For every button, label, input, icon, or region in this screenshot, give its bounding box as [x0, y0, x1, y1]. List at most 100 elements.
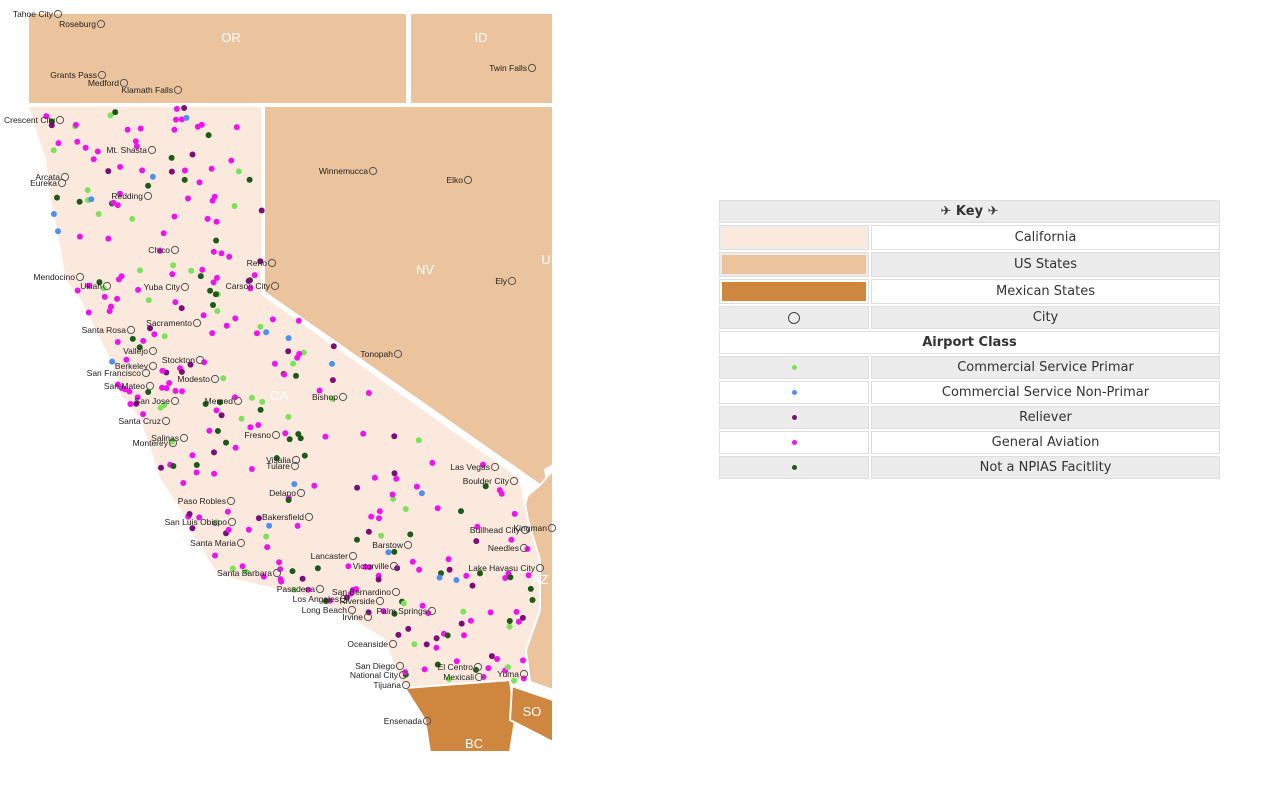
- airport-dot-reliever[interactable]: [178, 305, 185, 312]
- airport-dot-commercial-primary[interactable]: [411, 641, 418, 648]
- airport-dot-not-npias[interactable]: [354, 536, 360, 543]
- city-marker[interactable]: [393, 349, 403, 359]
- airport-dot-general-aviation[interactable]: [345, 563, 352, 570]
- airport-dot-commercial-non-primary[interactable]: [55, 228, 61, 235]
- airport-dot-commercial-primary[interactable]: [504, 664, 511, 671]
- city-marker[interactable]: [119, 78, 129, 88]
- airport-dot-general-aviation[interactable]: [305, 586, 312, 593]
- city-marker[interactable]: [473, 662, 483, 672]
- airport-dot-commercial-non-primary[interactable]: [385, 549, 392, 556]
- airport-dot-not-npias[interactable]: [407, 531, 414, 538]
- airport-dot-general-aviation[interactable]: [371, 474, 378, 481]
- city-marker[interactable]: [143, 191, 153, 201]
- airport-dot-commercial-primary[interactable]: [248, 394, 255, 401]
- airport-dot-general-aviation[interactable]: [101, 293, 108, 300]
- airport-dot-general-aviation[interactable]: [160, 230, 167, 237]
- airport-dot-general-aviation[interactable]: [467, 617, 474, 624]
- city-marker[interactable]: [57, 178, 67, 188]
- airport-dot-reliever[interactable]: [433, 635, 440, 642]
- airport-dot-general-aviation[interactable]: [133, 143, 140, 150]
- airport-dot-not-npias[interactable]: [205, 132, 212, 139]
- city-marker[interactable]: [267, 258, 277, 268]
- city-marker[interactable]: [236, 538, 246, 548]
- airport-dot-general-aviation[interactable]: [254, 330, 260, 337]
- airport-dot-general-aviation[interactable]: [485, 665, 492, 672]
- airport-dot-general-aviation[interactable]: [178, 116, 185, 123]
- airport-dot-general-aviation[interactable]: [494, 656, 501, 662]
- airport-dot-general-aviation[interactable]: [515, 618, 522, 625]
- airport-dot-commercial-non-primary[interactable]: [263, 329, 270, 336]
- airport-dot-general-aviation[interactable]: [196, 179, 203, 186]
- airport-dot-general-aviation[interactable]: [223, 322, 230, 329]
- airport-dot-general-aviation[interactable]: [137, 125, 144, 132]
- airport-dot-commercial-non-primary[interactable]: [50, 211, 57, 217]
- airport-dot-general-aviation[interactable]: [123, 356, 130, 363]
- airport-dot-reliever[interactable]: [354, 484, 361, 491]
- airport-dot-reliever[interactable]: [257, 258, 264, 265]
- airport-dot-commercial-non-primary[interactable]: [88, 196, 95, 203]
- airport-dot-general-aviation[interactable]: [124, 126, 131, 133]
- airport-dot-commercial-primary[interactable]: [136, 267, 143, 274]
- city-marker[interactable]: [233, 396, 243, 406]
- city-marker[interactable]: [315, 584, 325, 594]
- airport-dot-general-aviation[interactable]: [173, 116, 179, 123]
- airport-dot-reliever[interactable]: [186, 511, 193, 517]
- airport-dot-not-npias[interactable]: [214, 428, 221, 434]
- airport-dot-general-aviation[interactable]: [194, 123, 201, 130]
- airport-dot-not-npias[interactable]: [506, 618, 513, 624]
- airport-dot-commercial-non-primary[interactable]: [436, 574, 443, 581]
- city-marker[interactable]: [403, 540, 413, 550]
- airport-dot-commercial-primary[interactable]: [290, 360, 297, 367]
- airport-dot-general-aviation[interactable]: [434, 505, 441, 512]
- airport-dot-commercial-non-primary[interactable]: [285, 335, 292, 342]
- airport-dot-reliever[interactable]: [147, 325, 153, 332]
- airport-dot-commercial-non-primary[interactable]: [149, 173, 156, 180]
- airport-dot-reliever[interactable]: [178, 368, 185, 375]
- airport-dot-general-aviation[interactable]: [366, 564, 373, 571]
- airport-dot-general-aviation[interactable]: [247, 424, 254, 431]
- airport-dot-general-aviation[interactable]: [487, 609, 494, 616]
- airport-dot-general-aviation[interactable]: [76, 233, 83, 240]
- airport-dot-commercial-primary[interactable]: [157, 404, 164, 411]
- airport-dot-general-aviation[interactable]: [226, 253, 233, 260]
- city-marker[interactable]: [304, 512, 314, 522]
- city-marker[interactable]: [141, 368, 151, 378]
- airport-dot-not-npias[interactable]: [170, 463, 177, 469]
- city-marker[interactable]: [147, 145, 157, 155]
- airport-dot-general-aviation[interactable]: [211, 470, 218, 477]
- airport-dot-general-aviation[interactable]: [151, 331, 158, 338]
- airport-dot-general-aviation[interactable]: [232, 444, 239, 451]
- airport-dot-general-aviation[interactable]: [105, 235, 112, 242]
- city-marker[interactable]: [339, 594, 349, 604]
- airport-dot-commercial-primary[interactable]: [107, 112, 114, 119]
- airport-dot-not-npias[interactable]: [293, 372, 299, 379]
- airport-dot-not-npias[interactable]: [285, 497, 292, 503]
- airport-dot-general-aviation[interactable]: [362, 563, 369, 570]
- airport-dot-general-aviation[interactable]: [296, 350, 303, 357]
- airport-dot-not-npias[interactable]: [168, 154, 175, 161]
- airport-dot-general-aviation[interactable]: [365, 390, 372, 396]
- city-marker[interactable]: [148, 346, 158, 356]
- city-marker[interactable]: [520, 525, 530, 535]
- airport-dot-commercial-primary[interactable]: [402, 506, 409, 512]
- airport-dot-general-aviation[interactable]: [180, 480, 187, 486]
- airport-dot-general-aviation[interactable]: [118, 273, 125, 280]
- airport-dot-general-aviation[interactable]: [139, 167, 146, 174]
- airport-dot-not-npias[interactable]: [213, 237, 220, 244]
- airport-dot-reliever[interactable]: [285, 348, 292, 355]
- airport-dot-general-aviation[interactable]: [85, 282, 92, 289]
- airport-dot-general-aviation[interactable]: [140, 411, 147, 418]
- city-marker[interactable]: [509, 476, 519, 486]
- airport-dot-not-npias[interactable]: [529, 597, 536, 603]
- airport-dot-general-aviation[interactable]: [193, 469, 200, 476]
- city-marker[interactable]: [53, 9, 63, 19]
- airport-dot-general-aviation[interactable]: [376, 515, 382, 522]
- airport-dot-general-aviation[interactable]: [474, 523, 481, 530]
- airport-dot-reliever[interactable]: [391, 470, 398, 477]
- airport-dot-not-npias[interactable]: [458, 508, 464, 515]
- airport-dot-general-aviation[interactable]: [201, 359, 208, 366]
- airport-dot-reliever[interactable]: [375, 576, 382, 583]
- airport-dot-commercial-primary[interactable]: [188, 267, 195, 274]
- airport-dot-general-aviation[interactable]: [239, 563, 246, 570]
- airport-dot-commercial-primary[interactable]: [50, 147, 57, 154]
